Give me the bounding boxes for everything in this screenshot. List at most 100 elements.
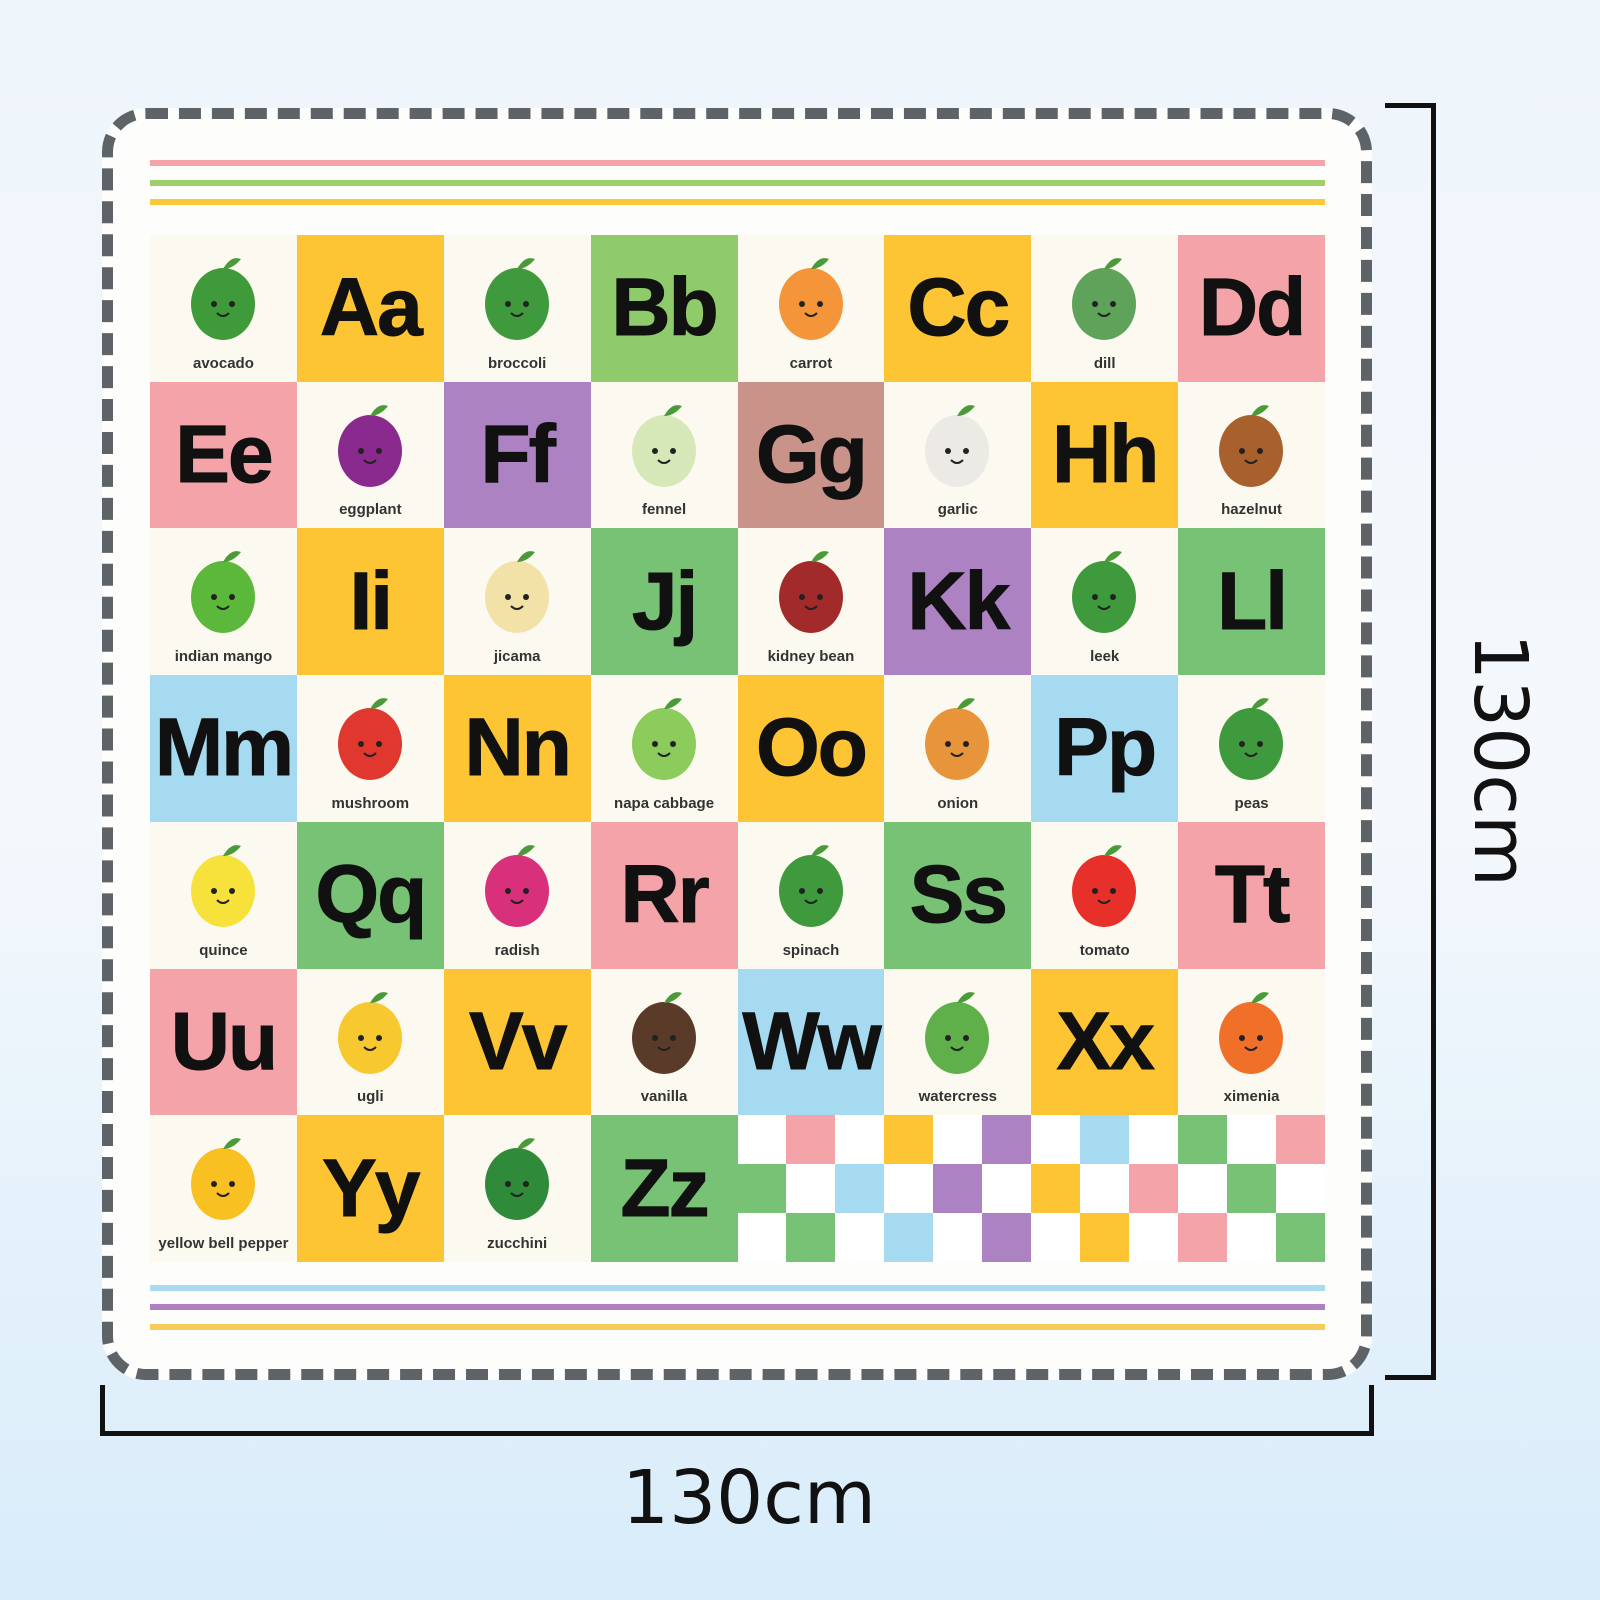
checker-square [884,1164,934,1214]
checker-square [737,1213,787,1262]
picture-tile-indian-mango: indian mango [150,528,297,676]
top-stripe-pink [150,160,1325,166]
checker-square [1276,1164,1325,1214]
picture-tile-jicama: jicama [443,528,591,676]
letter-tile-h: Hh [1031,381,1179,529]
alphabet-grid: avocado Aa broccoli Bb carrot Cc dill Dd Ee eggpl… [150,235,1325,1262]
onion-icon [925,698,990,781]
checker-square [1031,1164,1081,1214]
letter-tile-m: Mm [150,675,297,822]
letter-tile-u: Uu [150,968,297,1116]
napa-cabbage-icon [631,698,696,781]
top-stripe-yellow [150,199,1325,205]
checker-square [1129,1164,1179,1214]
picture-label: ximenia [1223,1088,1280,1106]
broccoli-icon [484,258,549,340]
checker-square [1178,1115,1228,1165]
picture-label: ugli [356,1088,384,1106]
letter-tile-k: Kk [884,528,1032,676]
picture-label: vanilla [640,1088,688,1106]
letter-tile-c: Cc [884,235,1032,382]
letter-tile-q: Qq [296,821,444,969]
indian-mango-icon [191,551,255,634]
picture-label: onion [937,794,979,812]
letter-tile-w: Ww [737,968,885,1116]
picture-tile-ximenia: ximenia [1178,968,1325,1116]
width-label: 130cm [622,1455,877,1541]
picture-tile-avocado: avocado [150,235,297,382]
checker-square [1031,1115,1081,1165]
picture-label: kidney bean [767,648,855,666]
picture-label: zucchini [487,1234,548,1252]
picture-tile-carrot: carrot [737,235,885,382]
letter-tile-z: Zz [590,1115,738,1262]
picture-tile-vanilla: vanilla [590,968,738,1116]
picture-label: leek [1090,648,1120,666]
letter-tile-t: Tt [1178,821,1325,969]
picture-tile-garlic: garlic [884,381,1032,529]
letter-tile-s: Ss [884,821,1032,969]
picture-tile-mushroom: mushroom [296,675,444,822]
checker-square [933,1164,983,1214]
picture-label: eggplant [339,501,402,519]
checker-square [737,1115,787,1165]
zucchini-icon [484,1138,549,1221]
picture-tile-broccoli: broccoli [443,235,591,382]
checker-square [786,1115,836,1165]
dill-icon [1072,258,1137,340]
peas-icon [1219,698,1284,781]
garlic-icon [925,404,990,487]
letter-tile-l: Ll [1178,528,1325,676]
picture-label: dill [1093,354,1116,372]
letter-tile-a: Aa [296,235,444,382]
checker-square [835,1213,885,1262]
letter-tile-y: Yy [296,1115,444,1262]
picture-tile-hazelnut: hazelnut [1178,381,1325,529]
picture-tile-ugli: ugli [296,968,444,1116]
picture-label: fennel [641,501,687,519]
leek-icon [1072,551,1137,634]
letter-tile-b: Bb [590,235,738,382]
picture-label: hazelnut [1221,501,1282,519]
checker-square [1080,1115,1130,1165]
picture-label: indian mango [174,648,273,666]
picture-tile-leek: leek [1031,528,1179,676]
picture-label: spinach [782,941,840,959]
picture-label: tomato [1079,941,1130,959]
radish-icon [484,844,549,927]
picture-tile-fennel: fennel [590,381,738,529]
checker-square [933,1213,983,1262]
picture-tile-watercress: watercress [884,968,1032,1116]
picture-label: napa cabbage [614,794,715,812]
height-dimension-line [1431,103,1436,1380]
hazelnut-icon [1219,404,1284,487]
bottom-stripe-purple [150,1304,1325,1310]
ugli-icon [337,991,402,1074]
checker-square [884,1213,934,1262]
picture-tile-eggplant: eggplant [296,381,444,529]
checker-square [982,1164,1032,1214]
checker-square [884,1115,934,1165]
picture-label: quince [199,941,248,959]
checker-square [1276,1115,1325,1165]
picture-label: avocado [193,354,254,372]
picture-tile-quince: quince [150,821,297,969]
picture-tile-spinach: spinach [737,821,885,969]
letter-tile-x: Xx [1031,968,1179,1116]
checker-square [835,1115,885,1165]
vanilla-icon [631,991,696,1074]
checker-square [982,1213,1032,1262]
quince-icon [191,844,255,927]
picture-tile-peas: peas [1178,675,1325,822]
carrot-icon [778,258,843,340]
checker-square [982,1115,1032,1165]
width-dimension-tick-right [1369,1385,1374,1435]
letter-tile-n: Nn [443,675,591,822]
checker-square [1227,1213,1277,1262]
fennel-icon [631,404,696,487]
checker-square [1178,1164,1228,1214]
picture-tile-dill: dill [1031,235,1179,382]
checker-square [1129,1115,1179,1165]
letter-tile-o: Oo [737,675,885,822]
checker-square [1080,1164,1130,1214]
